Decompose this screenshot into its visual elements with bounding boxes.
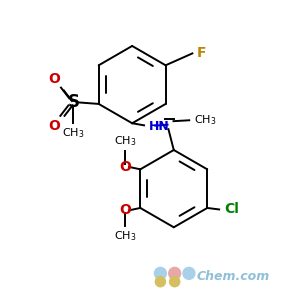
Text: O: O (119, 160, 131, 174)
Text: O: O (119, 203, 131, 217)
Text: CH$_3$: CH$_3$ (194, 113, 216, 127)
Text: S: S (68, 93, 80, 111)
Circle shape (183, 267, 195, 279)
Text: O: O (48, 72, 60, 86)
Circle shape (169, 267, 181, 279)
Circle shape (154, 267, 166, 279)
Text: HN: HN (148, 120, 169, 133)
Text: F: F (197, 46, 206, 60)
Text: O: O (48, 118, 60, 133)
Text: Chem.com: Chem.com (196, 270, 269, 283)
Circle shape (169, 277, 180, 287)
Text: CH$_3$: CH$_3$ (62, 126, 85, 140)
Text: CH$_3$: CH$_3$ (114, 134, 137, 148)
Text: Cl: Cl (224, 202, 239, 216)
Circle shape (155, 277, 166, 287)
Text: CH$_3$: CH$_3$ (114, 230, 137, 244)
